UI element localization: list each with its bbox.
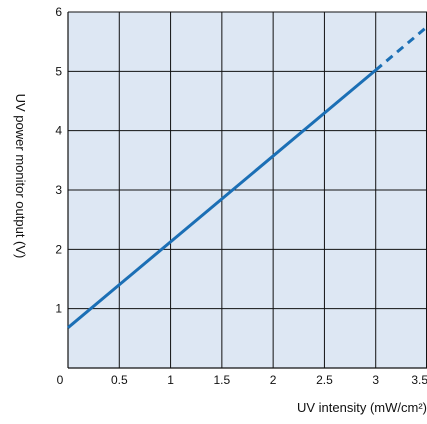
grid (67, 11, 427, 369)
x-tick-label: 0.5 (111, 373, 128, 387)
x-tick-label: 2 (270, 373, 277, 387)
y-tick-label: 2 (55, 242, 62, 256)
y-tick-label: 1 (55, 302, 62, 316)
y-tick-label: 3 (55, 183, 62, 197)
x-axis-label: UV intensity (mW/cm²) (297, 400, 427, 415)
x-tick-label: 1.5 (214, 373, 231, 387)
x-tick-label: 3 (372, 373, 379, 387)
y-tick-label: 5 (55, 64, 62, 78)
x-tick-label: 0 (57, 373, 64, 387)
y-axis-label: UV power monitor output (V) (13, 94, 28, 259)
y-tick-labels: 1 2 3 4 5 6 (55, 5, 62, 316)
y-tick-label: 6 (55, 5, 62, 19)
x-tick-label: 2.5 (316, 373, 333, 387)
y-tick-label: 4 (55, 124, 62, 138)
series-line-solid (67, 68, 377, 329)
x-tick-label: 3.5 (411, 373, 427, 387)
series-layer (67, 25, 427, 329)
x-tick-label: 1 (167, 373, 174, 387)
x-tick-labels: 0 0.5 1 1.5 2 2.5 3 3.5 (57, 373, 427, 387)
series-line-dashed (374, 25, 427, 72)
